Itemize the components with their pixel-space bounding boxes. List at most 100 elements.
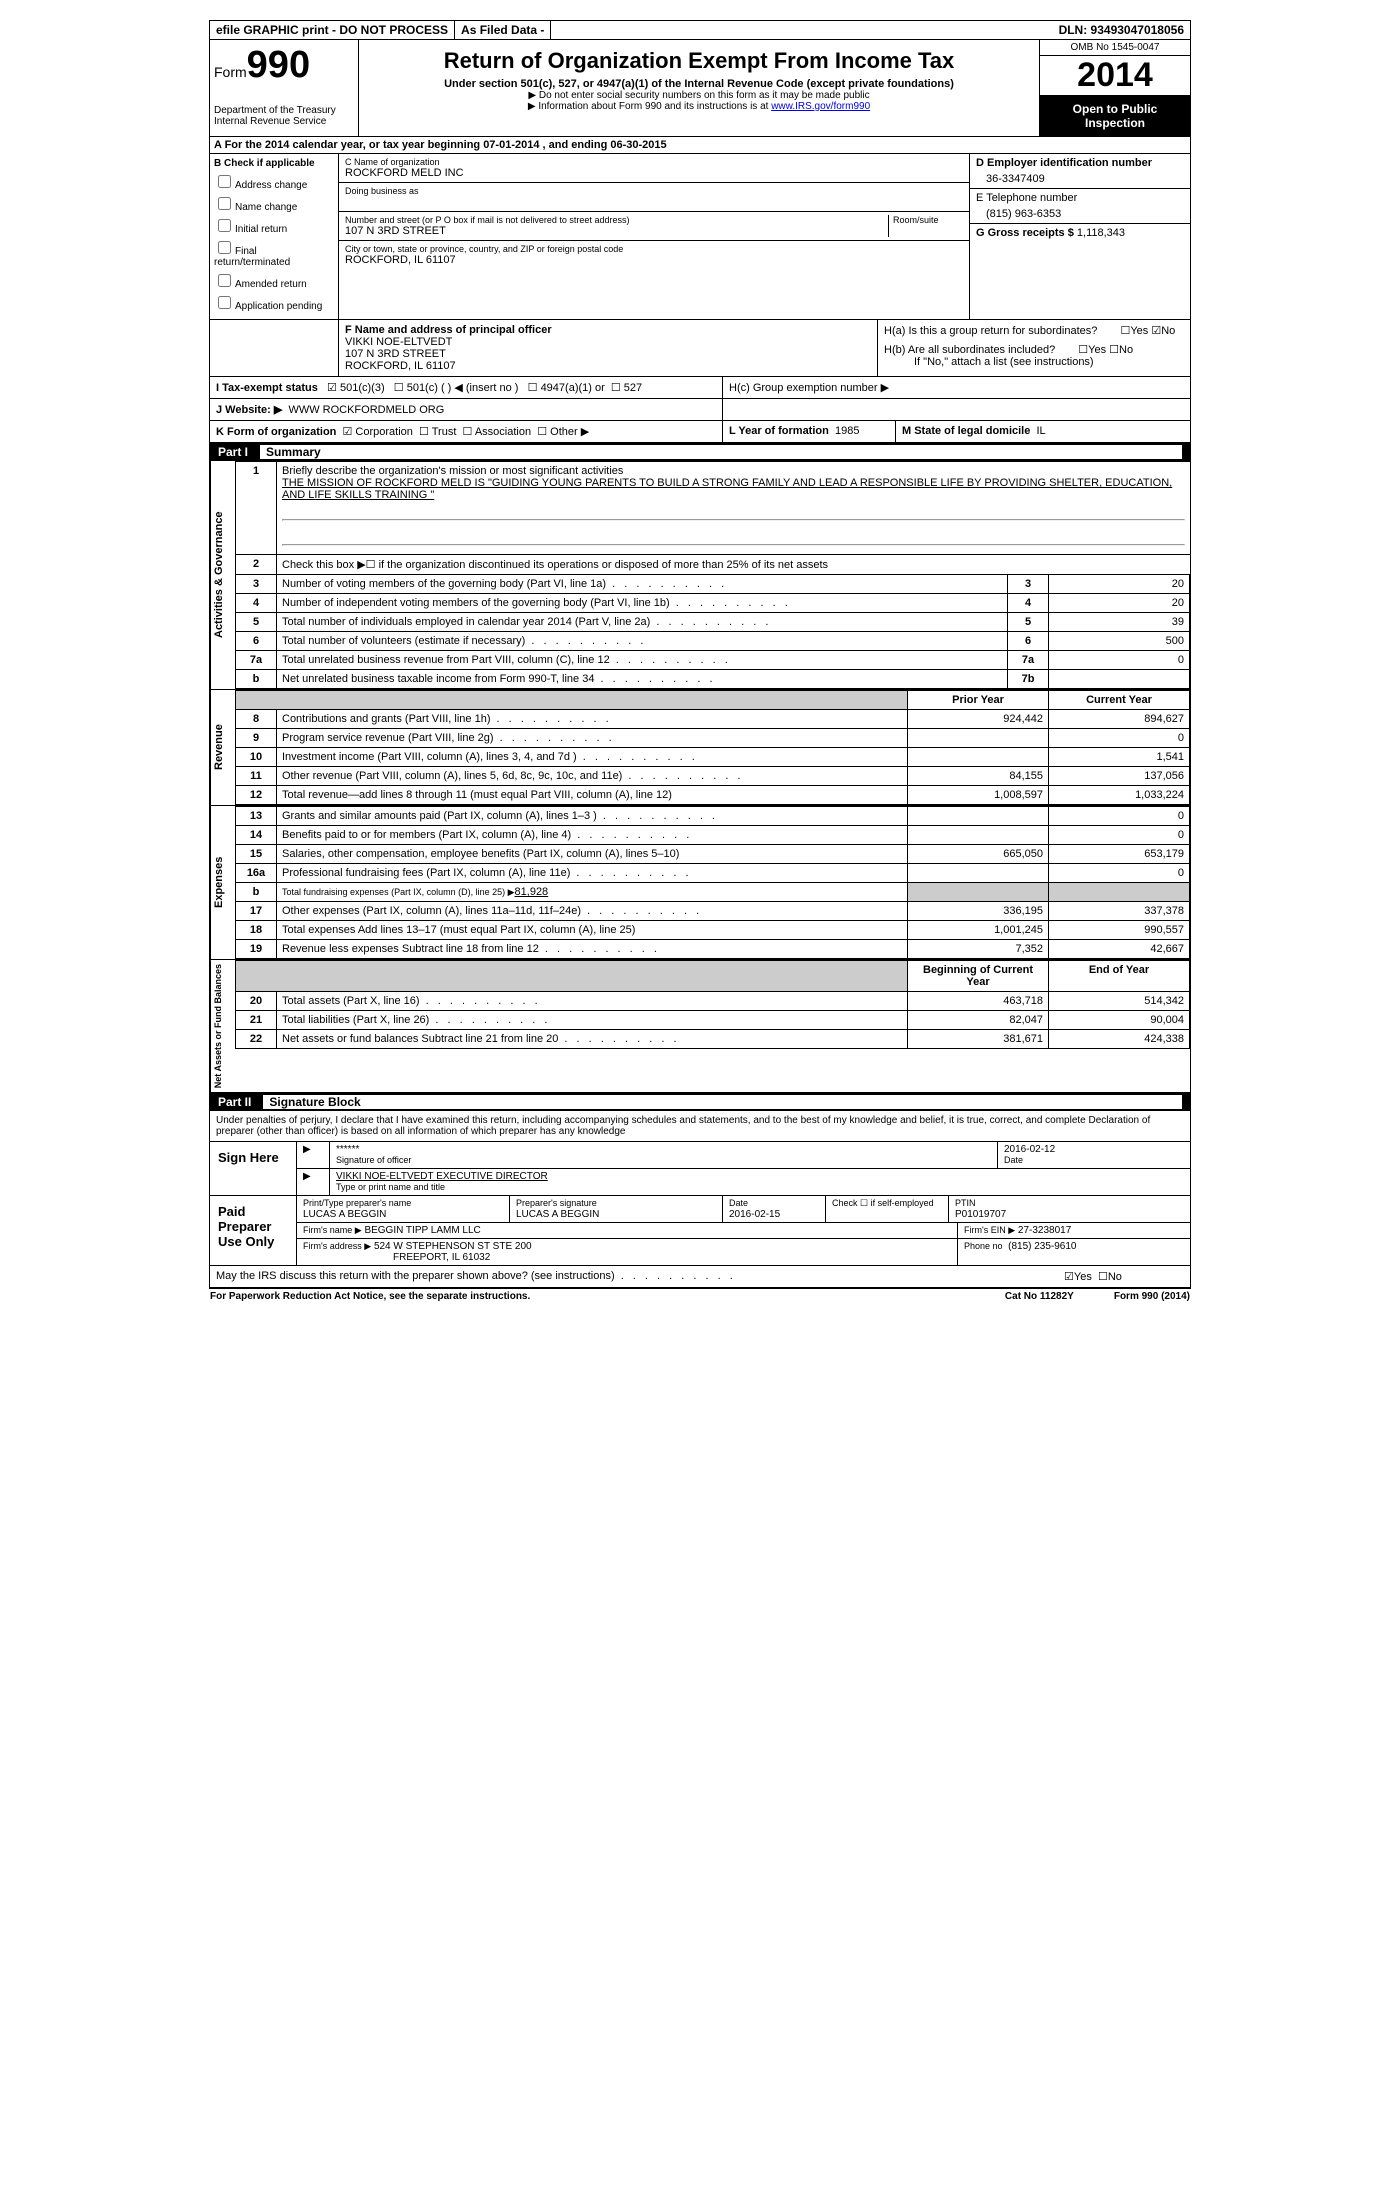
exp-13-cur: 0	[1049, 807, 1190, 826]
omb-number: OMB No 1545-0047	[1040, 40, 1190, 56]
dba	[345, 196, 963, 208]
rev-12-cur: 1,033,224	[1049, 786, 1190, 805]
exp-18-prior: 1,001,245	[908, 921, 1049, 940]
as-filed: As Filed Data -	[455, 21, 551, 39]
vlabel-expenses: Expenses	[210, 806, 235, 959]
fh-row: F Name and address of principal officer …	[210, 320, 1190, 377]
vlabel-activities: Activities & Governance	[210, 461, 235, 689]
val-3: 20	[1049, 575, 1190, 594]
form-title: Return of Organization Exempt From Incom…	[367, 48, 1031, 74]
net-22-end: 424,338	[1049, 1030, 1190, 1049]
form-header: Form990 Department of the Treasury Inter…	[210, 40, 1190, 137]
check-address-change[interactable]: Address change	[214, 172, 334, 191]
check-application-pending[interactable]: Application pending	[214, 293, 334, 312]
rev-9-cur: 0	[1049, 729, 1190, 748]
net-21-end: 90,004	[1049, 1011, 1190, 1030]
exp-13-prior	[908, 807, 1049, 826]
check-name-change[interactable]: Name change	[214, 194, 334, 213]
check-final-return[interactable]: Final return/terminated	[214, 238, 334, 268]
sig-stars: ******	[336, 1144, 359, 1155]
officer-addr: 107 N 3RD STREET	[345, 348, 446, 360]
preparer-name: LUCAS A BEGGIN	[303, 1209, 386, 1220]
exp-18-cur: 990,557	[1049, 921, 1190, 940]
efile-notice: efile GRAPHIC print - DO NOT PROCESS	[210, 21, 455, 39]
firm-city: FREEPORT, IL 61032	[393, 1252, 490, 1263]
part-2-header: Part II Signature Block	[210, 1093, 1190, 1111]
gross-receipts: 1,118,343	[1077, 227, 1125, 239]
sig-date: 2016-02-12	[1004, 1144, 1055, 1155]
section-f: F Name and address of principal officer …	[339, 320, 878, 376]
perjury-statement: Under penalties of perjury, I declare th…	[210, 1111, 1190, 1142]
exp-17-cur: 337,378	[1049, 902, 1190, 921]
section-b: B Check if applicable Address change Nam…	[210, 154, 339, 319]
officer-city: ROCKFORD, IL 61107	[345, 360, 456, 372]
phone-label: E Telephone number	[976, 192, 1184, 204]
val-6: 500	[1049, 632, 1190, 651]
irs-link[interactable]: www.IRS.gov/form990	[771, 101, 870, 112]
gross-receipts-label: G Gross receipts $	[976, 227, 1074, 239]
net-21-beg: 82,047	[908, 1011, 1049, 1030]
ptin: P01019707	[955, 1209, 1006, 1220]
val-4: 20	[1049, 594, 1190, 613]
open-to-public: Open to Public Inspection	[1040, 96, 1190, 136]
rev-8-cur: 894,627	[1049, 710, 1190, 729]
hc: H(c) Group exemption number ▶	[723, 377, 1190, 398]
row-klm: K Form of organization ☑ Corporation ☐ T…	[210, 421, 1190, 443]
form-ref: Form 990 (2014)	[1114, 1291, 1190, 1302]
ein: 36-3347409	[976, 169, 1184, 185]
rev-11-cur: 137,056	[1049, 767, 1190, 786]
section-deg: D Employer identification number 36-3347…	[970, 154, 1190, 319]
val-7a: 0	[1049, 651, 1190, 670]
prep-date: 2016-02-15	[729, 1209, 780, 1220]
paperwork-notice: For Paperwork Reduction Act Notice, see …	[210, 1291, 530, 1302]
discuss-row: May the IRS discuss this return with the…	[210, 1266, 1190, 1288]
city-state-zip: ROCKFORD, IL 61107	[345, 254, 963, 266]
val-7b	[1049, 670, 1190, 689]
cat-no: Cat No 11282Y	[1005, 1291, 1074, 1302]
exp-16b-val: 81,928	[515, 886, 549, 898]
exp-16a-prior	[908, 864, 1049, 883]
mission-text: THE MISSION OF ROCKFORD MELD IS "GUIDING…	[282, 477, 1172, 501]
expenses-section: Expenses 13Grants and similar amounts pa…	[210, 806, 1190, 960]
officer-name: VIKKI NOE-ELTVEDT	[345, 336, 452, 348]
rev-12-prior: 1,008,597	[908, 786, 1049, 805]
dln: DLN: 93493047018056	[1053, 21, 1190, 39]
section-c: C Name of organization ROCKFORD MELD INC…	[339, 154, 970, 319]
check-amended[interactable]: Amended return	[214, 271, 334, 290]
officer-print-name: VIKKI NOE-ELTVEDT EXECUTIVE DIRECTOR	[336, 1171, 548, 1182]
firm-addr: 524 W STEPHENSON ST STE 200	[374, 1241, 532, 1252]
vlabel-revenue: Revenue	[210, 690, 235, 805]
sign-here-section: Sign Here ▶ ****** Signature of officer …	[210, 1142, 1190, 1196]
form-number: Form990	[214, 44, 354, 87]
section-a: A For the 2014 calendar year, or tax yea…	[210, 137, 1190, 154]
exp-16a-cur: 0	[1049, 864, 1190, 883]
phone: (815) 963-6353	[976, 204, 1184, 220]
dept-treasury: Department of the Treasury	[214, 105, 354, 116]
preparer-sig: LUCAS A BEGGIN	[516, 1209, 599, 1220]
footer: For Paperwork Reduction Act Notice, see …	[204, 1289, 1196, 1304]
ssn-warning: ▶ Do not enter social security numbers o…	[367, 90, 1031, 101]
val-5: 39	[1049, 613, 1190, 632]
org-info-row: B Check if applicable Address change Nam…	[210, 154, 1190, 320]
rev-10-cur: 1,541	[1049, 748, 1190, 767]
exp-15-cur: 653,179	[1049, 845, 1190, 864]
rev-11-prior: 84,155	[908, 767, 1049, 786]
rev-8-prior: 924,442	[908, 710, 1049, 729]
revenue-section: Revenue Prior YearCurrent Year 8Contribu…	[210, 690, 1190, 806]
rev-9-prior	[908, 729, 1049, 748]
org-name: ROCKFORD MELD INC	[345, 167, 963, 179]
vlabel-net: Net Assets or Fund Balances	[210, 960, 235, 1092]
net-assets-section: Net Assets or Fund Balances Beginning of…	[210, 960, 1190, 1093]
exp-19-prior: 7,352	[908, 940, 1049, 959]
tax-year: 2014	[1040, 56, 1190, 96]
section-h: H(a) Is this a group return for subordin…	[878, 320, 1190, 376]
exp-14-prior	[908, 826, 1049, 845]
q2: Check this box ▶☐ if the organization di…	[277, 555, 1190, 575]
paid-preparer-section: Paid Preparer Use Only Print/Type prepar…	[210, 1196, 1190, 1266]
row-j: J Website: ▶ WWW ROCKFORDMELD ORG	[210, 399, 1190, 421]
check-initial-return[interactable]: Initial return	[214, 216, 334, 235]
firm-phone: (815) 235-9610	[1008, 1241, 1076, 1252]
row-i: I Tax-exempt status ☑ 501(c)(3) ☐ 501(c)…	[210, 377, 1190, 399]
year-formed: 1985	[835, 425, 859, 437]
exp-19-cur: 42,667	[1049, 940, 1190, 959]
